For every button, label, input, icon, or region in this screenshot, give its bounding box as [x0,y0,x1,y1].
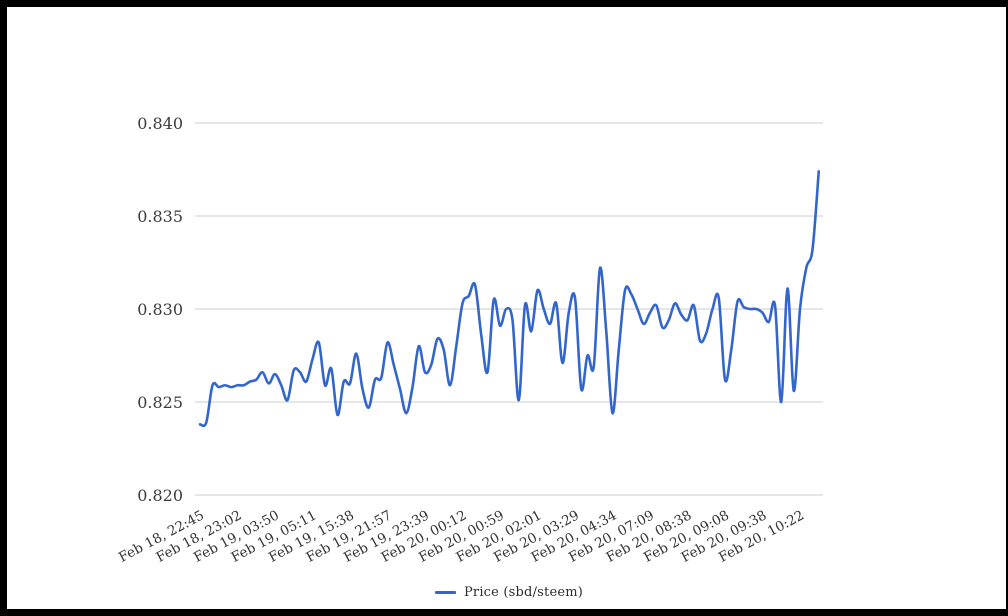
y-axis-tick-label: 0.825 [137,393,183,412]
legend: Price (sbd/steem) [195,582,823,602]
y-axis-tick-label: 0.830 [137,300,183,319]
y-axis-tick-label: 0.840 [137,114,183,133]
y-axis-tick-label: 0.820 [137,486,183,505]
y-axis-tick-label: 0.835 [137,207,183,226]
legend-line-swatch [434,590,456,594]
legend-label: Price (sbd/steem) [463,584,584,600]
price-series-line [198,170,821,428]
